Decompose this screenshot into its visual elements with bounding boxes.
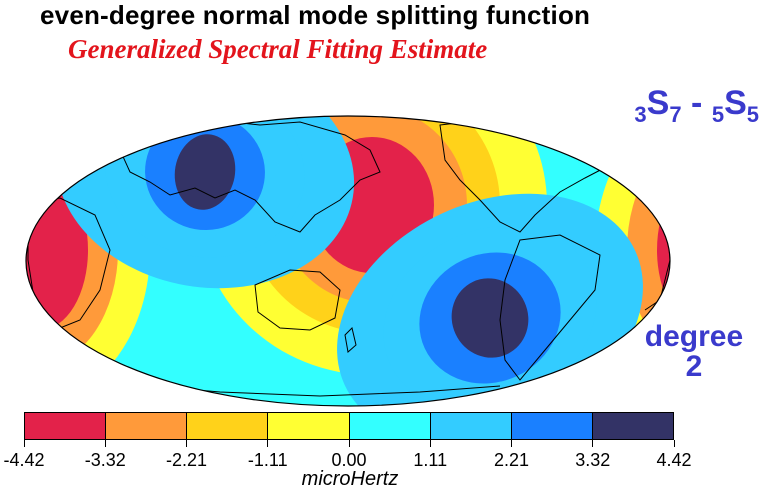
map-field <box>26 116 670 406</box>
colorbar-tick <box>23 440 25 447</box>
colorbar-segment <box>592 413 673 439</box>
degree-value: 2 <box>685 350 703 383</box>
colorbar-tick-label: 3.32 <box>575 450 611 470</box>
map-outline <box>25 115 671 407</box>
colorbar-segment <box>25 413 107 439</box>
colorbar-tick-label: -3.32 <box>84 450 126 470</box>
colorbar-tick <box>429 440 431 447</box>
colorbar-tick-label: 1.11 <box>413 450 448 470</box>
anomaly-band <box>627 135 670 365</box>
colorbar-segment <box>349 413 431 439</box>
colorbar-tick-label: -2.21 <box>165 450 208 470</box>
degree-word: degree <box>644 320 744 353</box>
coast-new-zealand <box>344 327 357 353</box>
splitting-function-map <box>25 115 671 407</box>
mode-label: 3S7 - 5S5 <box>634 84 759 127</box>
page-subtitle: Generalized Spectral Fitting Estimate <box>68 34 488 64</box>
anomaly-band <box>26 170 88 330</box>
colorbar-tick <box>104 440 106 447</box>
colorbar-tick <box>592 440 594 447</box>
mode-degree-1: 7 <box>669 102 682 127</box>
mode-type-1: S <box>646 84 670 122</box>
colorbar-tick-label: 4.42 <box>656 450 692 470</box>
colorbar-segment <box>106 413 188 439</box>
colorbar-tick-label: 2.21 <box>493 450 530 470</box>
colorbar-tick <box>348 440 350 447</box>
colorbar-tick <box>511 440 512 447</box>
coast-africa <box>27 197 111 331</box>
colorbar-tick-label: -4.42 <box>3 450 45 470</box>
colorbar-tick <box>186 440 187 447</box>
mode-overtone-2: 5 <box>711 102 725 127</box>
page-title: even-degree normal mode splitting functi… <box>40 0 591 30</box>
colorbar-tick-label: -1.11 <box>247 450 288 470</box>
coast-australia <box>254 269 341 331</box>
anomaly-band <box>174 134 236 210</box>
colorbar-tick <box>673 440 675 447</box>
colorbar-tick-label: 0.00 <box>331 450 367 470</box>
colorbar-segment <box>187 413 269 439</box>
mode-overtone-1: 3 <box>634 102 647 127</box>
colorbar-unit-label: microHertz <box>301 468 399 490</box>
mode-separator: - <box>681 84 712 122</box>
colorbar-ticks <box>23 440 675 448</box>
anomaly-south-america-high <box>337 193 643 406</box>
coast-asia <box>119 119 381 233</box>
colorbar-segment <box>511 413 593 439</box>
colorbar-segment <box>430 413 512 439</box>
coast-south-america <box>499 234 601 381</box>
mode-degree-2: 5 <box>746 102 759 127</box>
degree-label: degree 2 <box>630 322 758 382</box>
mode-type-2: S <box>724 84 747 122</box>
colorbar-tick <box>267 440 269 447</box>
colorbar <box>24 412 674 440</box>
anomaly-band <box>451 278 529 358</box>
anomaly-band <box>657 170 670 330</box>
colorbar-segment <box>268 413 350 439</box>
